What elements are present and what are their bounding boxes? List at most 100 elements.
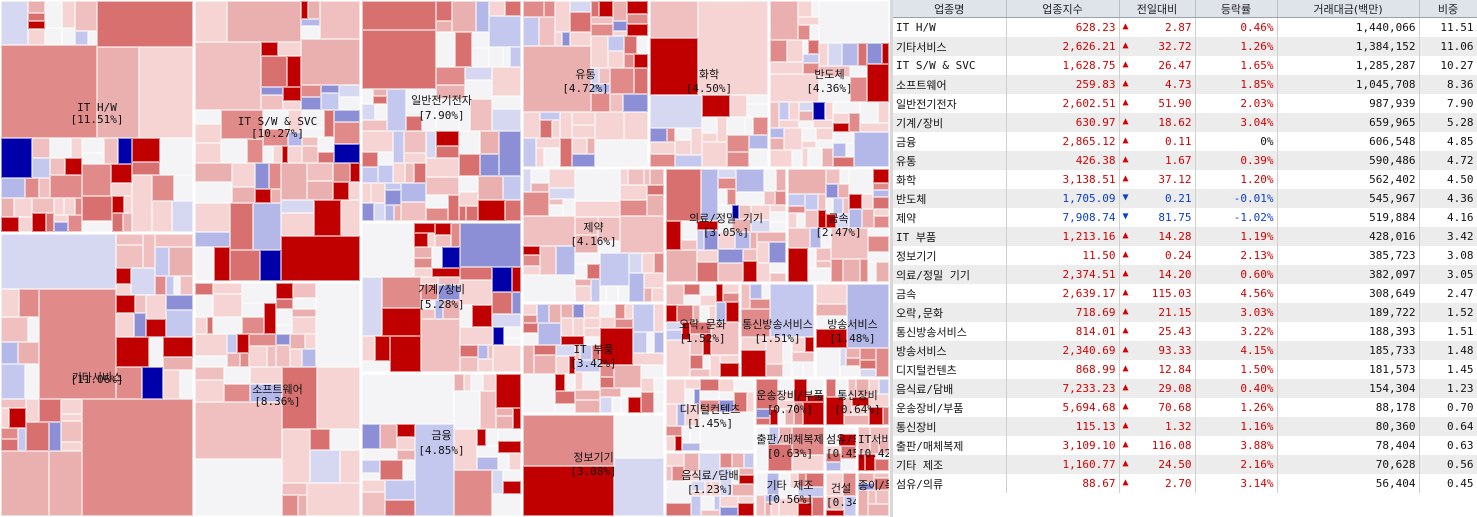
treemap-stock-cell[interactable] xyxy=(629,273,644,302)
treemap-stock-cell[interactable] xyxy=(54,215,68,222)
treemap-stock-cell[interactable] xyxy=(426,208,448,221)
treemap-stock-cell[interactable] xyxy=(727,135,749,152)
treemap-stock-cell[interactable] xyxy=(654,378,664,392)
treemap-stock-cell[interactable] xyxy=(685,404,700,426)
treemap-sector[interactable]: 오락,문화 [1.52%] xyxy=(665,283,740,378)
treemap-stock-cell[interactable] xyxy=(641,392,654,413)
treemap-stock-cell[interactable] xyxy=(561,304,573,318)
treemap-sector[interactable]: 운송장비/부품 [0.70%] xyxy=(755,378,825,426)
treemap-stock-cell[interactable] xyxy=(135,295,146,313)
treemap-stock-cell[interactable] xyxy=(741,337,766,350)
treemap-sector[interactable]: 화학 [4.50%] xyxy=(649,0,769,168)
treemap-stock-cell[interactable] xyxy=(421,284,438,300)
col-header-amount[interactable]: 거래대금(백만) xyxy=(1277,0,1420,18)
treemap-stock-cell[interactable] xyxy=(436,117,459,131)
treemap-stock-cell[interactable] xyxy=(650,154,675,167)
treemap-stock-cell[interactable] xyxy=(301,19,320,26)
treemap-stock-cell[interactable] xyxy=(276,309,292,325)
treemap-stock-cell[interactable] xyxy=(700,391,719,400)
treemap-stock-cell[interactable] xyxy=(591,24,613,36)
treemap-stock-cell[interactable] xyxy=(575,390,600,400)
treemap-stock-cell[interactable] xyxy=(802,148,808,167)
treemap-stock-cell[interactable] xyxy=(163,357,193,370)
treemap-stock-cell[interactable] xyxy=(610,68,634,94)
treemap-stock-cell[interactable] xyxy=(798,25,810,40)
treemap-stock-cell[interactable] xyxy=(523,315,537,323)
treemap-stock-cell[interactable] xyxy=(513,408,521,429)
treemap-stock-cell[interactable] xyxy=(873,169,889,183)
treemap-stock-cell[interactable] xyxy=(634,54,648,68)
treemap-stock-cell[interactable] xyxy=(734,379,754,392)
treemap-stock-cell[interactable] xyxy=(362,480,385,492)
treemap-stock-cell[interactable] xyxy=(307,483,360,516)
treemap-stock-cell[interactable] xyxy=(104,138,118,164)
treemap-stock-cell[interactable] xyxy=(783,337,792,362)
treemap-stock-cell[interactable] xyxy=(826,510,844,516)
treemap-stock-cell[interactable] xyxy=(768,444,792,471)
treemap-stock-cell[interactable] xyxy=(826,198,833,214)
treemap-stock-cell[interactable] xyxy=(476,1,489,32)
treemap-stock-cell[interactable] xyxy=(569,356,575,374)
treemap-stock-cell[interactable] xyxy=(471,374,483,391)
treemap-stock-cell[interactable] xyxy=(573,304,584,318)
treemap-stock-cell[interactable] xyxy=(563,199,575,216)
treemap-stock-cell[interactable] xyxy=(426,158,459,177)
treemap-stock-cell[interactable] xyxy=(711,481,720,496)
treemap-stock-cell[interactable] xyxy=(523,169,531,192)
treemap-stock-cell[interactable] xyxy=(281,200,314,213)
treemap-stock-cell[interactable] xyxy=(756,444,768,471)
treemap-stock-cell[interactable] xyxy=(741,284,750,309)
treemap-stock-cell[interactable] xyxy=(839,427,856,434)
treemap-stock-cell[interactable] xyxy=(775,191,786,205)
treemap-stock-cell[interactable] xyxy=(875,459,889,471)
treemap-stock-cell[interactable] xyxy=(608,51,624,68)
treemap-stock-cell[interactable] xyxy=(747,104,768,117)
treemap-stock-cell[interactable] xyxy=(719,400,734,412)
treemap-stock-cell[interactable] xyxy=(464,374,471,391)
treemap-stock-cell[interactable] xyxy=(833,123,849,132)
treemap-stock-cell[interactable] xyxy=(19,289,39,317)
treemap-stock-cell[interactable] xyxy=(316,283,360,367)
treemap-stock-cell[interactable] xyxy=(61,414,82,421)
treemap-stock-cell[interactable] xyxy=(750,232,757,249)
treemap-stock-cell[interactable] xyxy=(666,330,682,340)
treemap-stock-cell[interactable] xyxy=(242,317,264,334)
treemap-stock-cell[interactable] xyxy=(531,183,549,192)
treemap-stock-cell[interactable] xyxy=(362,449,397,460)
treemap-stock-cell[interactable] xyxy=(788,194,805,206)
treemap-stock-cell[interactable] xyxy=(720,507,738,516)
treemap-stock-cell[interactable] xyxy=(720,496,738,507)
treemap-stock-cell[interactable] xyxy=(808,148,822,167)
treemap-stock-cell[interactable] xyxy=(641,378,654,392)
table-row[interactable]: 오락,문화 718.69 ▲ 21.15 3.03% 189,722 1.52 xyxy=(893,303,1477,322)
treemap-stock-cell[interactable] xyxy=(26,399,39,422)
treemap-stock-cell[interactable] xyxy=(166,310,193,337)
treemap-stock-cell[interactable] xyxy=(32,213,46,232)
treemap-stock-cell[interactable] xyxy=(393,131,404,163)
treemap-stock-cell[interactable] xyxy=(690,426,700,443)
treemap-stock-cell[interactable] xyxy=(261,87,283,95)
treemap-stock-cell[interactable] xyxy=(404,153,426,163)
treemap-stock-cell[interactable] xyxy=(805,337,814,352)
treemap-stock-cell[interactable] xyxy=(756,379,778,409)
treemap-stock-cell[interactable] xyxy=(803,40,808,54)
treemap-stock-cell[interactable] xyxy=(730,95,747,117)
treemap-stock-cell[interactable] xyxy=(682,443,700,451)
treemap-stock-cell[interactable] xyxy=(263,129,288,146)
treemap-stock-cell[interactable] xyxy=(770,74,819,102)
treemap-stock-cell[interactable] xyxy=(340,450,360,483)
treemap-stock-cell[interactable] xyxy=(876,262,889,282)
treemap-stock-cell[interactable] xyxy=(362,277,382,336)
treemap-stock-cell[interactable] xyxy=(438,285,460,300)
treemap-stock-cell[interactable] xyxy=(675,436,682,451)
treemap-stock-cell[interactable] xyxy=(836,379,848,397)
treemap-stock-cell[interactable] xyxy=(666,379,685,404)
table-row[interactable]: 제약 7,908.74 ▼ 81.75 -1.02% 519,884 4.16 xyxy=(893,208,1477,227)
treemap-stock-cell[interactable] xyxy=(621,397,628,413)
treemap-stock-cell[interactable] xyxy=(600,328,633,365)
treemap-stock-cell[interactable] xyxy=(870,440,879,454)
treemap-stock-cell[interactable] xyxy=(802,128,816,141)
treemap-stock-cell[interactable] xyxy=(460,267,492,280)
treemap-stock-cell[interactable] xyxy=(805,194,818,210)
treemap-stock-cell[interactable] xyxy=(301,39,360,85)
